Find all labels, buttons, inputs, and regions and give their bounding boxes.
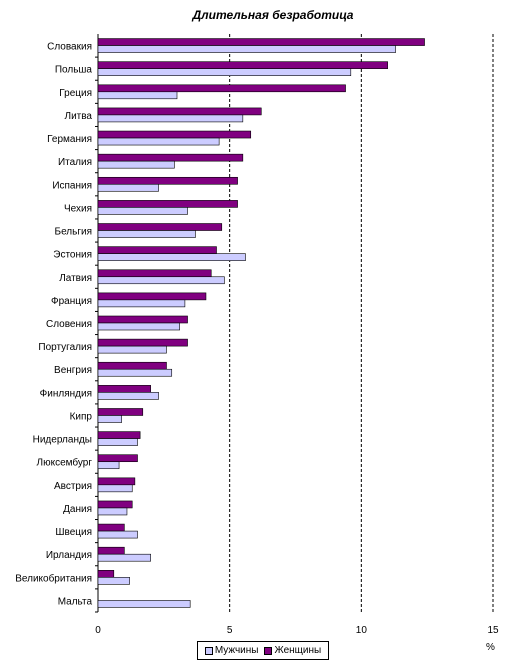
category-label: Латвия — [59, 273, 92, 284]
bar-men — [97, 207, 188, 215]
category-label: Бельгия — [55, 227, 93, 238]
bar-women — [97, 200, 238, 208]
category-label: Литва — [65, 111, 93, 122]
category-label: Венгрия — [54, 365, 92, 376]
category-label: Испания — [52, 180, 92, 191]
bar-women — [97, 408, 144, 416]
bar-women — [97, 477, 136, 486]
chart-title: Длительная безработица — [192, 8, 354, 22]
legend-label-women: Женщины — [274, 645, 322, 656]
category-label: Австрия — [54, 481, 92, 492]
bar-men — [97, 253, 246, 261]
bar-women — [97, 523, 125, 532]
bar-women — [97, 315, 188, 324]
bar-women — [97, 292, 207, 301]
x-tick-label: 0 — [95, 625, 101, 636]
bar-men — [97, 137, 220, 146]
bar-men — [97, 322, 180, 331]
bar-women — [97, 246, 217, 254]
category-label: Люксембург — [37, 457, 93, 469]
bar-men — [97, 160, 175, 169]
category-label: Италия — [58, 157, 92, 168]
legend-label-men: Мужчины — [214, 645, 259, 656]
bar-men — [97, 345, 167, 354]
legend-swatch-women — [264, 646, 273, 655]
legend-item-men: Мужчины — [204, 645, 259, 656]
bar-men — [97, 276, 225, 285]
category-label: Дания — [63, 504, 92, 515]
category-label: Мальта — [58, 596, 93, 607]
category-label: Эстония — [53, 250, 92, 261]
bar-women — [97, 338, 188, 347]
legend-swatch-men — [204, 646, 213, 655]
category-label: Швеция — [55, 527, 92, 538]
bar-men — [97, 368, 173, 377]
bar-women — [97, 570, 115, 578]
category-label: Франция — [51, 296, 92, 307]
bar-men — [97, 415, 123, 423]
category-label: Португалия — [38, 342, 92, 353]
bar-women — [97, 107, 262, 116]
bar-men — [97, 600, 191, 608]
bar-women — [97, 500, 133, 509]
bar-men — [97, 507, 128, 516]
category-labels: Словакия Польша Греция Литва Германия Италия И… — [15, 42, 92, 608]
category-label: Словения — [46, 319, 92, 330]
bar-men — [97, 299, 186, 308]
category-label: Словакия — [47, 42, 92, 53]
category-label: Кипр — [70, 411, 93, 422]
bar-women — [97, 546, 125, 555]
bar-men — [97, 183, 159, 192]
bar-women — [97, 38, 425, 46]
bar-women — [97, 454, 138, 463]
legend: Мужчины Женщины — [197, 641, 329, 660]
bar-women — [97, 84, 346, 93]
legend-item-women: Женщины — [264, 645, 321, 656]
x-axis-ticks: 0 5 10 15 — [95, 625, 499, 636]
bar-women — [97, 269, 212, 278]
bar-women — [97, 153, 244, 162]
x-tick-label: 15 — [487, 625, 499, 636]
bar-women — [97, 176, 238, 185]
category-label: Ирландия — [46, 550, 92, 561]
bars — [97, 38, 425, 608]
bar-men — [97, 91, 178, 100]
category-label: Польша — [55, 65, 93, 76]
x-axis-unit-label: % — [486, 642, 495, 653]
bar-women — [97, 130, 252, 139]
bar-women — [97, 61, 388, 69]
bar-women — [97, 385, 151, 393]
bar-men — [97, 577, 130, 585]
bar-men — [97, 461, 120, 470]
bar-women — [97, 431, 141, 439]
bar-men — [97, 553, 151, 562]
category-label: Чехия — [64, 203, 92, 214]
bar-men — [97, 230, 196, 238]
x-tick-label: 10 — [356, 625, 368, 636]
bar-men — [97, 68, 352, 76]
bar-men — [97, 45, 396, 53]
bar-men — [97, 484, 133, 493]
bar-men — [97, 392, 159, 400]
category-label: Финляндия — [40, 388, 92, 399]
bar-women — [97, 223, 223, 231]
bar-men — [97, 530, 138, 539]
category-label: Великобритания — [15, 572, 92, 584]
bar-women — [97, 361, 167, 370]
category-label: Греция — [59, 88, 92, 99]
category-label: Германия — [47, 134, 92, 145]
bar-men — [97, 114, 244, 123]
category-label: Нидерланды — [33, 435, 92, 446]
x-tick-label: 5 — [227, 625, 233, 636]
bar-men — [97, 438, 138, 446]
